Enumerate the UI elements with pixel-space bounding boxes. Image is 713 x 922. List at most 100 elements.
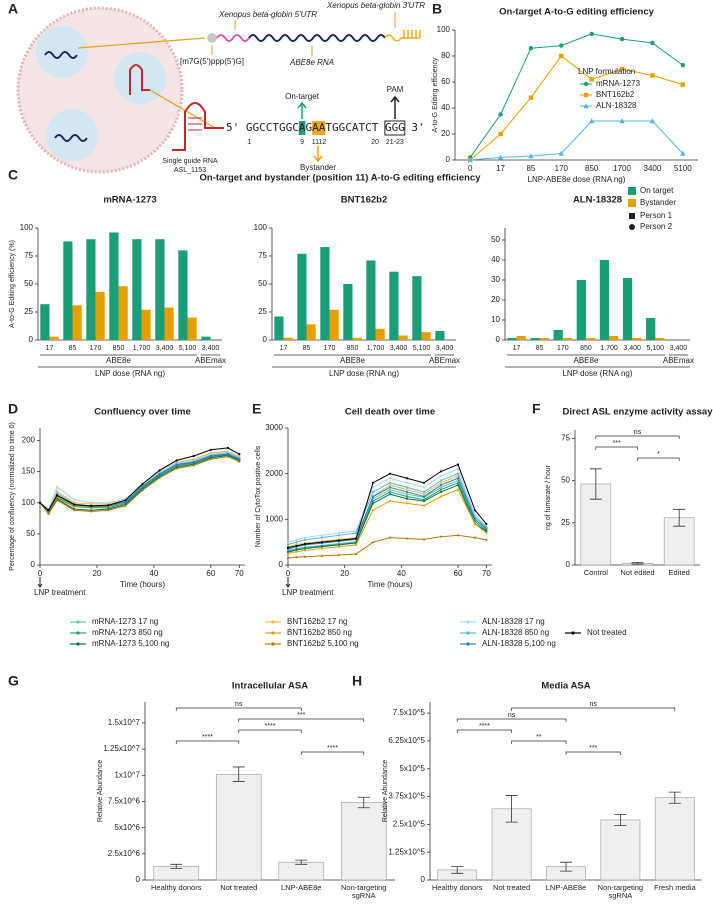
marker — [158, 472, 161, 476]
y-tick-label: 80 — [441, 51, 450, 60]
y-tick-label: 0 — [29, 335, 34, 344]
annotation: LNP treatment — [34, 588, 86, 597]
bar — [340, 802, 387, 881]
annotation-arrow — [285, 577, 291, 588]
marker — [47, 512, 50, 516]
x-axis-label: LNP dose (RNA ng) — [329, 369, 399, 378]
panel-label: H — [352, 673, 362, 689]
marker — [303, 538, 307, 541]
legend-marker — [466, 642, 470, 646]
marker — [295, 541, 298, 544]
x-tick-label: 850 — [347, 345, 359, 352]
x-tick-label-box: Not edited — [620, 569, 655, 577]
x-tick-label: 70 — [235, 569, 244, 578]
marker — [680, 150, 686, 156]
y-tick-label: 1.25x10^7 — [103, 744, 140, 753]
significance-label: **** — [479, 723, 490, 730]
significance-label: **** — [327, 745, 338, 752]
marker — [371, 486, 375, 489]
group-label: ABE8e — [340, 356, 365, 365]
y-tick-label: 50 — [26, 529, 35, 538]
marker — [456, 534, 460, 537]
y-tick-label: 0 — [446, 155, 451, 164]
legend-label: BNT162b2 850 ng — [287, 628, 352, 637]
marker — [649, 118, 656, 124]
marker — [528, 46, 534, 51]
bar — [375, 328, 385, 340]
on-target-arrow — [297, 101, 307, 119]
marker — [337, 534, 341, 537]
legend-label: BNT162b2 5,100 ng — [287, 639, 359, 648]
position: 21-23 — [386, 139, 404, 146]
marker — [439, 490, 443, 494]
x-tick-label: Edited — [668, 569, 690, 577]
legend-label: ALN-18328 5,100 ng — [482, 639, 556, 648]
marker — [485, 527, 488, 530]
marker — [175, 463, 178, 466]
cap-label: [m7G(5')ppp(5')G] — [180, 57, 244, 66]
error-bar — [560, 861, 572, 872]
utr5-strand — [216, 34, 250, 42]
y-tick-label: 25 — [24, 307, 33, 316]
chart-title: ALN-18328 — [573, 195, 622, 206]
pam-arrow — [390, 95, 400, 119]
x-tick-label: 170 — [90, 345, 102, 352]
marker — [141, 482, 144, 486]
mrna-icon — [44, 51, 78, 59]
x-tick-label: 1,700 — [367, 345, 385, 352]
marker — [422, 481, 426, 484]
series-line — [287, 479, 487, 551]
y-axis-label: A-to-G Editing efficiency — [432, 57, 439, 132]
marker — [192, 461, 195, 464]
bar — [366, 260, 376, 340]
x-tick-label: 3,400 — [670, 345, 688, 352]
marker — [371, 541, 375, 544]
marker — [589, 31, 594, 37]
bar — [599, 260, 610, 340]
panel-label: E — [252, 401, 261, 417]
position: 9 — [300, 139, 304, 146]
on-target-label: On-target — [285, 92, 320, 101]
x-tick-label: 85 — [526, 164, 535, 173]
marker — [405, 537, 409, 540]
marker — [107, 504, 110, 507]
significance-bracket — [595, 435, 680, 439]
error-bar — [589, 468, 602, 500]
marker — [371, 502, 375, 505]
marker — [73, 509, 76, 512]
marker — [498, 112, 503, 117]
position: 20 — [371, 139, 379, 146]
marker — [456, 477, 460, 480]
legend-label: ALN-18328 17 ng — [482, 617, 545, 626]
legend-label: mRNA-1273 17 ng — [92, 617, 158, 626]
marker — [303, 542, 307, 546]
x-tick-label: Not edited — [620, 569, 655, 577]
marker — [371, 509, 375, 512]
y-tick-label: 0 — [279, 560, 284, 569]
bar — [164, 307, 174, 340]
bar — [86, 239, 96, 340]
bar — [329, 309, 339, 340]
marker — [286, 557, 290, 560]
panel-label: G — [8, 673, 19, 689]
bar — [215, 773, 262, 881]
marker — [90, 504, 93, 507]
panel-label: A — [8, 1, 18, 17]
y-tick-label: 5x10^6 — [114, 823, 140, 832]
marker — [209, 458, 212, 461]
x-tick-label: 170 — [555, 164, 569, 173]
y-tick-label: 0 — [496, 335, 501, 344]
error-bar — [614, 813, 627, 826]
x-tick-label: 17 — [280, 345, 288, 352]
panel-label: B — [432, 1, 442, 17]
x-tick-label-box: LNP-ABE8e — [546, 884, 586, 892]
x-axis-label: Time (hours) — [367, 580, 412, 589]
bar — [632, 338, 642, 340]
significance-label: *** — [613, 440, 621, 447]
legend-marker — [466, 631, 470, 635]
marker — [456, 463, 460, 466]
marker — [295, 544, 298, 547]
arrow — [77, 37, 206, 49]
significance-label: **** — [265, 723, 276, 730]
bar — [530, 338, 540, 340]
